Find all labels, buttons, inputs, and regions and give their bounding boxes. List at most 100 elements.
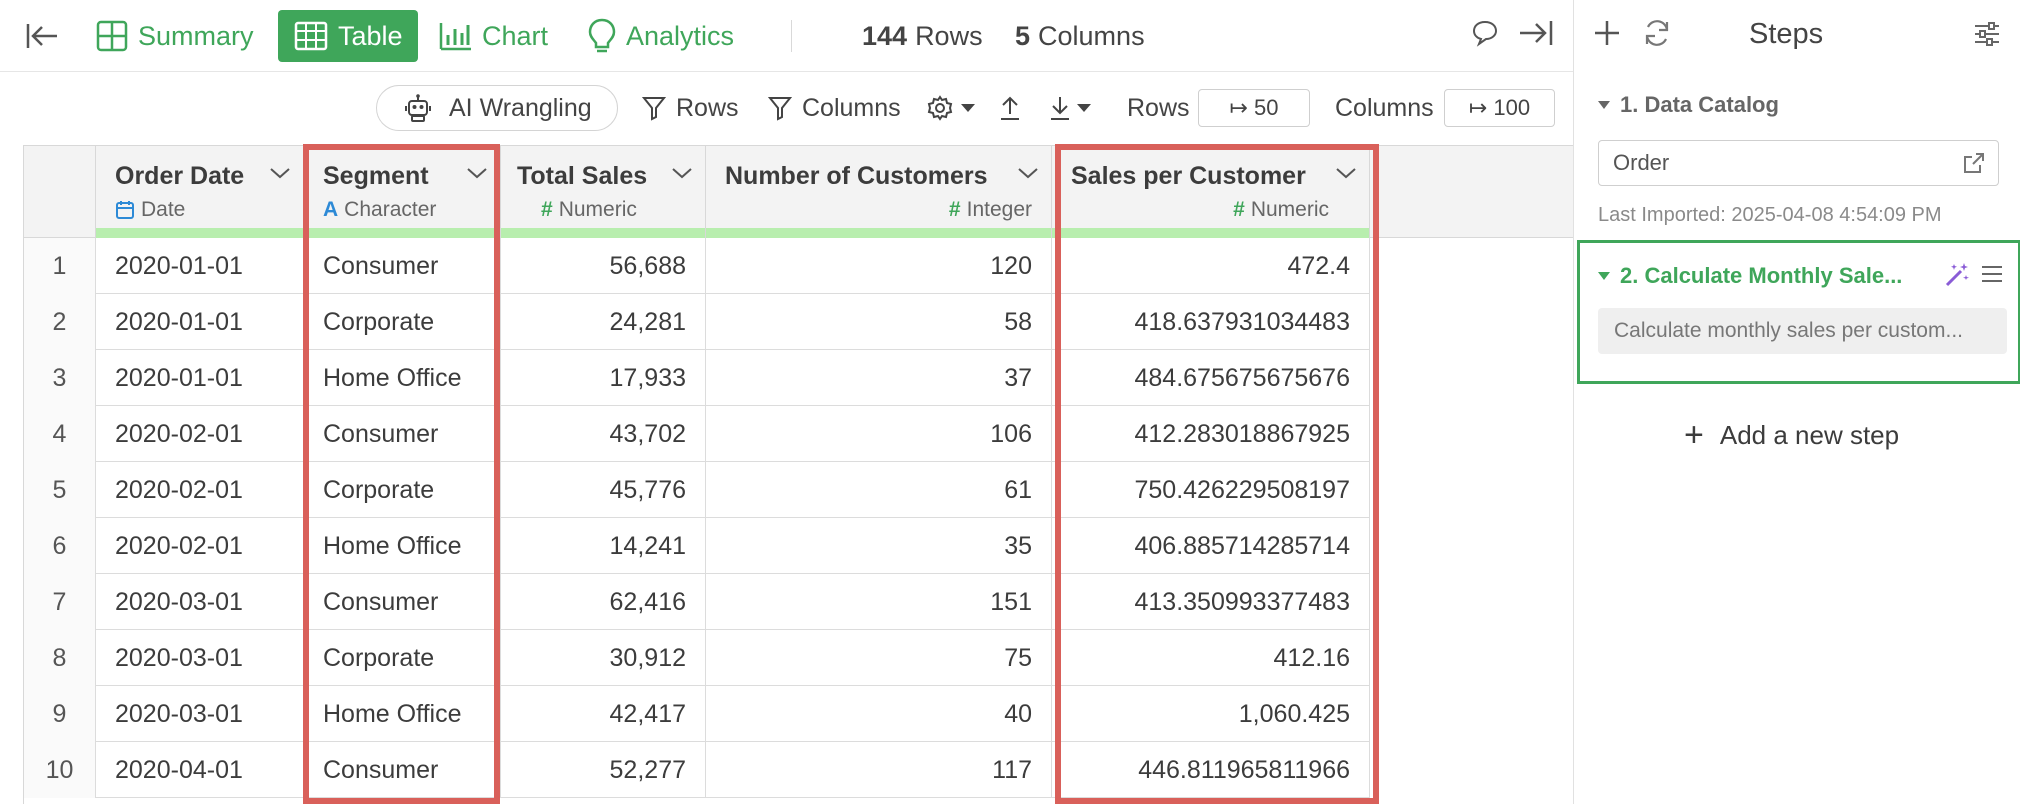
cell-order-date[interactable]: 2020-02-01 (96, 518, 304, 574)
table-row: 4 2020-02-01 Consumer 43,702 106 412.283… (24, 406, 1574, 462)
step-2-card[interactable]: 2. Calculate Monthly Sale... Calculate m… (1577, 240, 2020, 384)
cell-number-of-customers[interactable]: 37 (706, 350, 1052, 406)
chevron-down-icon[interactable] (466, 166, 488, 180)
columns-filter-button[interactable]: Columns (768, 85, 901, 131)
cell-total-sales[interactable]: 14,241 (501, 518, 706, 574)
cell-total-sales[interactable]: 62,416 (501, 574, 706, 630)
cell-segment[interactable]: Consumer (304, 574, 501, 630)
cell-number-of-customers[interactable]: 40 (706, 686, 1052, 742)
cell-sales-per-customer[interactable]: 412.283018867925 (1052, 406, 1370, 462)
cell-total-sales[interactable]: 43,702 (501, 406, 706, 462)
cell-sales-per-customer[interactable]: 406.885714285714 (1052, 518, 1370, 574)
data-catalog-field[interactable]: Order (1598, 140, 1999, 186)
row-index: 1 (24, 238, 96, 294)
chevron-down-icon[interactable] (671, 166, 693, 180)
steps-settings-button[interactable] (1972, 20, 2002, 53)
column-type-label: Numeric (558, 198, 637, 221)
cell-sales-per-customer[interactable]: 413.350993377483 (1052, 574, 1370, 630)
tab-chart-label: Chart (482, 20, 549, 51)
cell-segment[interactable]: Corporate (304, 462, 501, 518)
column-quality-bar (501, 228, 705, 238)
cell-segment[interactable]: Consumer (304, 238, 501, 294)
cell-order-date[interactable]: 2020-03-01 (96, 686, 304, 742)
collapse-left-button[interactable] (18, 10, 66, 62)
table-row: 8 2020-03-01 Corporate 30,912 75 412.16 (24, 630, 1574, 686)
cell-segment[interactable]: Home Office (304, 350, 501, 406)
cell-order-date[interactable]: 2020-02-01 (96, 462, 304, 518)
main-area: Summary Table Chart Analytics 144 Rows 5… (0, 10, 1574, 804)
cell-total-sales[interactable]: 42,417 (501, 686, 706, 742)
cell-order-date[interactable]: 2020-01-01 (96, 350, 304, 406)
column-header-total-sales[interactable]: Total Sales # Numeric (501, 146, 706, 238)
cell-segment[interactable]: Corporate (304, 294, 501, 350)
collapse-right-button[interactable] (1518, 18, 1554, 53)
cell-total-sales[interactable]: 17,933 (501, 350, 706, 406)
cell-segment[interactable]: Corporate (304, 630, 501, 686)
cell-order-date[interactable]: 2020-02-01 (96, 406, 304, 462)
ai-wrangling-label: AI Wrangling (449, 93, 592, 122)
cell-sales-per-customer[interactable]: 750.426229508197 (1052, 462, 1370, 518)
cell-number-of-customers[interactable]: 117 (706, 742, 1052, 798)
cell-number-of-customers[interactable]: 75 (706, 630, 1052, 686)
external-link-icon[interactable] (1962, 151, 1986, 175)
download-dropdown-button[interactable] (1048, 85, 1092, 131)
column-header-sales-per-customer[interactable]: Sales per Customer # Numeric (1052, 146, 1370, 238)
rows-filter-button[interactable]: Rows (642, 85, 739, 131)
calendar-icon (116, 201, 134, 219)
step-1-label: 1. Data Catalog (1620, 92, 1779, 117)
tab-summary[interactable]: Summary (96, 10, 254, 62)
column-header-segment[interactable]: Segment A Character (304, 146, 501, 238)
cell-sales-per-customer[interactable]: 418.637931034483 (1052, 294, 1370, 350)
cell-number-of-customers[interactable]: 106 (706, 406, 1052, 462)
chevron-down-icon[interactable] (269, 166, 291, 180)
cell-number-of-customers[interactable]: 58 (706, 294, 1052, 350)
cell-number-of-customers[interactable]: 120 (706, 238, 1052, 294)
cell-number-of-customers[interactable]: 61 (706, 462, 1052, 518)
magic-wand-button[interactable] (1943, 261, 1971, 294)
chevron-down-icon[interactable] (1335, 166, 1357, 180)
cell-total-sales[interactable]: 24,281 (501, 294, 706, 350)
chevron-down-icon[interactable] (1017, 166, 1039, 180)
cell-sales-per-customer[interactable]: 484.675675675676 (1052, 350, 1370, 406)
cell-segment[interactable]: Home Office (304, 686, 501, 742)
step-1-header[interactable]: 1. Data Catalog (1598, 92, 1779, 118)
tab-analytics-label: Analytics (626, 20, 735, 51)
step-menu-button[interactable] (1980, 263, 2004, 290)
column-header-order-date[interactable]: Order Date Date (96, 146, 304, 238)
step-2-header[interactable]: 2. Calculate Monthly Sale... (1598, 263, 1958, 289)
cell-order-date[interactable]: 2020-04-01 (96, 742, 304, 798)
cell-number-of-customers[interactable]: 151 (706, 574, 1052, 630)
cell-sales-per-customer[interactable]: 412.16 (1052, 630, 1370, 686)
cell-total-sales[interactable]: 45,776 (501, 462, 706, 518)
download-icon (1051, 97, 1069, 120)
ai-wrangling-button[interactable]: AI Wrangling (376, 85, 618, 131)
tab-table-label: Table (338, 20, 403, 51)
cell-number-of-customers[interactable]: 35 (706, 518, 1052, 574)
refresh-button[interactable] (1642, 18, 1672, 53)
cell-segment[interactable]: Consumer (304, 406, 501, 462)
cell-sales-per-customer[interactable]: 446.811965811966 (1052, 742, 1370, 798)
column-header-number-of-customers[interactable]: Number of Customers # Integer (706, 146, 1052, 238)
rows-limit-input[interactable]: ↦ 50 (1198, 89, 1310, 127)
cell-order-date[interactable]: 2020-03-01 (96, 574, 304, 630)
tab-chart[interactable]: Chart (438, 10, 548, 62)
add-step-icon-button[interactable] (1592, 18, 1622, 53)
upload-button[interactable] (998, 85, 1022, 131)
add-new-step-button[interactable]: + Add a new step (1684, 416, 1899, 455)
cell-sales-per-customer[interactable]: 472.4 (1052, 238, 1370, 294)
cell-order-date[interactable]: 2020-01-01 (96, 238, 304, 294)
cell-total-sales[interactable]: 30,912 (501, 630, 706, 686)
cell-order-date[interactable]: 2020-01-01 (96, 294, 304, 350)
tab-analytics[interactable]: Analytics (588, 10, 734, 62)
cell-total-sales[interactable]: 56,688 (501, 238, 706, 294)
columns-limit-input[interactable]: ↦ 100 (1444, 89, 1555, 127)
cell-sales-per-customer[interactable]: 1,060.425 (1052, 686, 1370, 742)
filter-icon (642, 97, 666, 121)
cell-segment[interactable]: Home Office (304, 518, 501, 574)
cell-segment[interactable]: Consumer (304, 742, 501, 798)
tab-table[interactable]: Table (278, 10, 418, 62)
comment-button[interactable] (1470, 18, 1500, 53)
cell-order-date[interactable]: 2020-03-01 (96, 630, 304, 686)
settings-dropdown-button[interactable] (926, 85, 976, 131)
cell-total-sales[interactable]: 52,277 (501, 742, 706, 798)
